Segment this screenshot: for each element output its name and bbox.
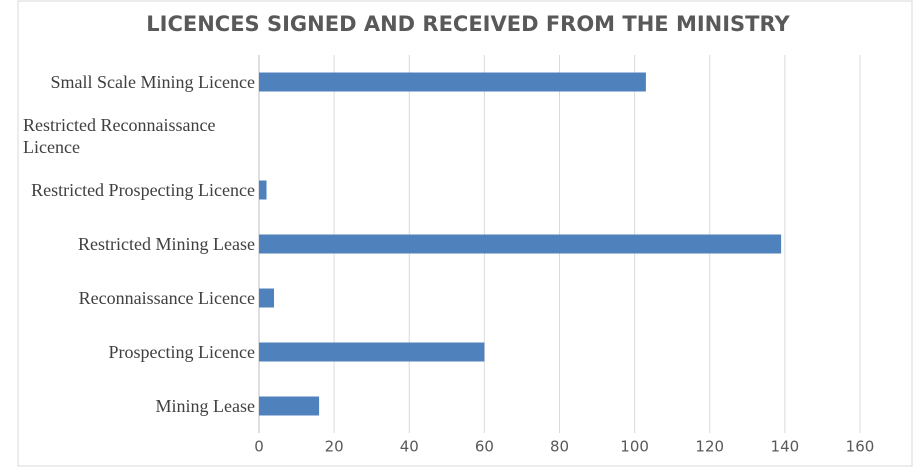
x-tick-label: 100 (620, 438, 649, 456)
bar (259, 180, 267, 200)
chart-title: LICENCES SIGNED AND RECEIVED FROM THE MI… (146, 12, 790, 36)
y-tick-label-box: Prospecting Licence (0, 325, 255, 379)
y-tick-label: Small Scale Mining Licence (50, 72, 255, 92)
y-tick-label: Prospecting Licence (108, 342, 255, 362)
y-tick-label: Restricted Prospecting Licence (31, 180, 255, 200)
y-tick-label-box: Restricted Mining Lease (0, 217, 255, 271)
x-tick-label: 20 (325, 438, 344, 456)
y-tick-label-box: Reconnaissance Licence (0, 271, 255, 325)
y-tick-label: Restricted Mining Lease (78, 234, 255, 254)
y-tick-label-box: Mining Lease (0, 379, 255, 433)
x-tick-label: 40 (400, 438, 419, 456)
bar (259, 288, 275, 308)
bar (259, 72, 646, 92)
x-tick-label: 60 (475, 438, 494, 456)
y-tick-label-box: Restricted Prospecting Licence (0, 163, 255, 217)
y-tick-label: Restricted Reconnaissance Licence (23, 115, 216, 157)
x-tick-label: 80 (550, 438, 569, 456)
y-tick-label: Mining Lease (155, 396, 255, 416)
bar (259, 342, 485, 362)
y-tick-label-box: Small Scale Mining Licence (0, 55, 255, 109)
x-tick-label: 160 (846, 438, 875, 456)
y-tick-label: Reconnaissance Licence (78, 288, 255, 308)
x-tick-label: 0 (254, 438, 264, 456)
x-tick-label: 120 (695, 438, 724, 456)
bar (259, 234, 782, 254)
bar (259, 396, 320, 416)
chart-frame (17, 0, 913, 467)
x-tick-label: 140 (771, 438, 800, 456)
y-tick-label-box: Restricted Reconnaissance Licence (0, 109, 255, 163)
